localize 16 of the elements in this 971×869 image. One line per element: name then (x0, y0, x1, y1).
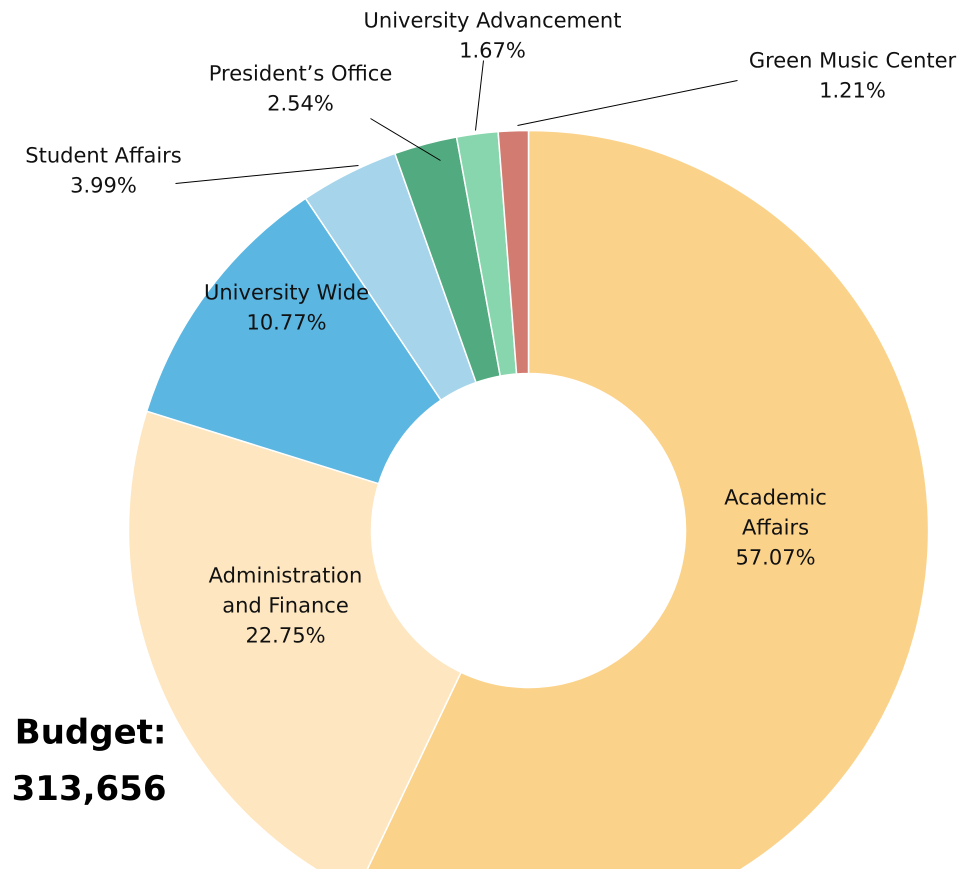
data-label: 57.07% (735, 546, 816, 570)
slice-label: President’s Office (208, 62, 392, 86)
data-label: 1.21% (819, 78, 886, 102)
slice-label: Green Music Center (748, 48, 957, 72)
slice-label: University Advancement (364, 8, 622, 32)
data-label: 22.75% (245, 624, 326, 648)
data-label: 10.77% (246, 310, 327, 334)
slice-label: University Wide (204, 280, 369, 304)
data-label: 1.67% (459, 38, 526, 62)
text: 313,656 (12, 769, 166, 809)
data-label: 2.54% (267, 92, 334, 116)
slice-label: Student Affairs (25, 144, 182, 168)
slice-label: Academic Affairs (724, 486, 827, 540)
data-label: 3.99% (70, 174, 137, 198)
slice-label: Administration and Finance (208, 564, 362, 618)
text: Budget: (14, 712, 167, 752)
